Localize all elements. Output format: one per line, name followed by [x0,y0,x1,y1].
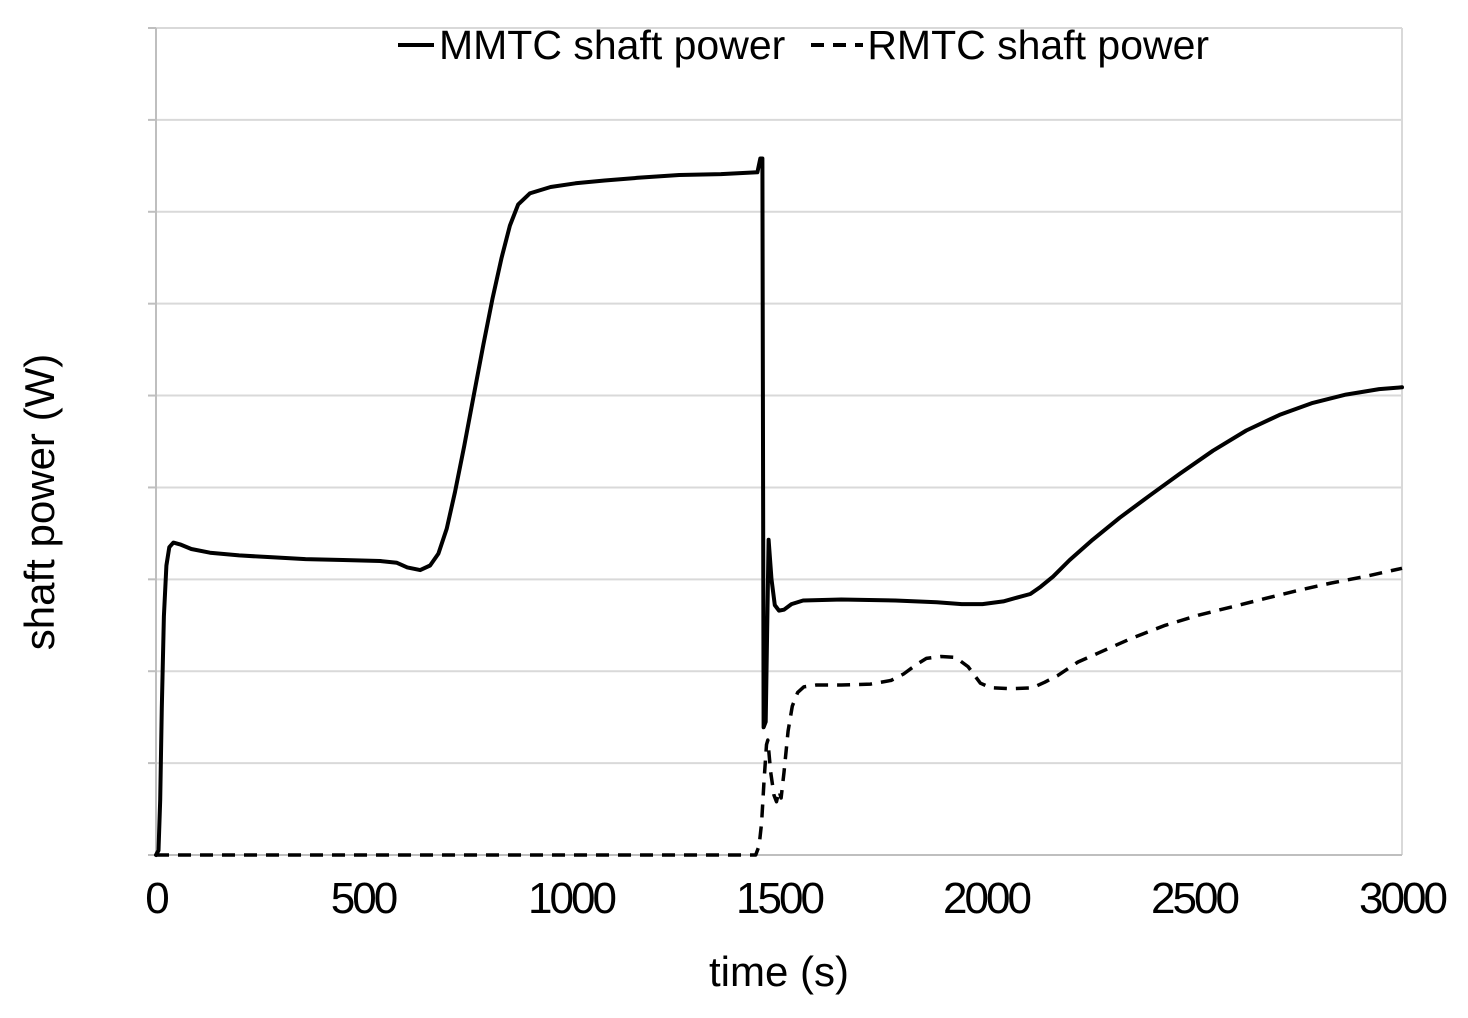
x-tick-0: 0 [145,874,170,923]
x-tick-2500: 2500 [1151,874,1240,923]
x-tick-3000: 3000 [1359,874,1448,923]
legend-label-mmtc: MMTC shaft power [439,22,786,68]
legend: MMTC shaft power RMTC shaft power [398,22,1209,68]
legend-dashed-line-sample [811,43,864,47]
x-tick-500: 500 [330,874,398,923]
legend-label-rmtc: RMTC shaft power [867,22,1210,68]
y-axis-title: shaft power (W) [16,353,63,651]
x-axis-title: time (s) [709,948,849,995]
legend-solid-line-sample [398,43,434,47]
legend-spacer [785,45,811,46]
x-tick-1000: 1000 [528,874,617,923]
mmtc-series-line [154,156,1404,857]
x-tick-1500: 1500 [736,874,825,923]
x-tick-2000: 2000 [943,874,1032,923]
rmtc-series-line [156,566,1403,857]
